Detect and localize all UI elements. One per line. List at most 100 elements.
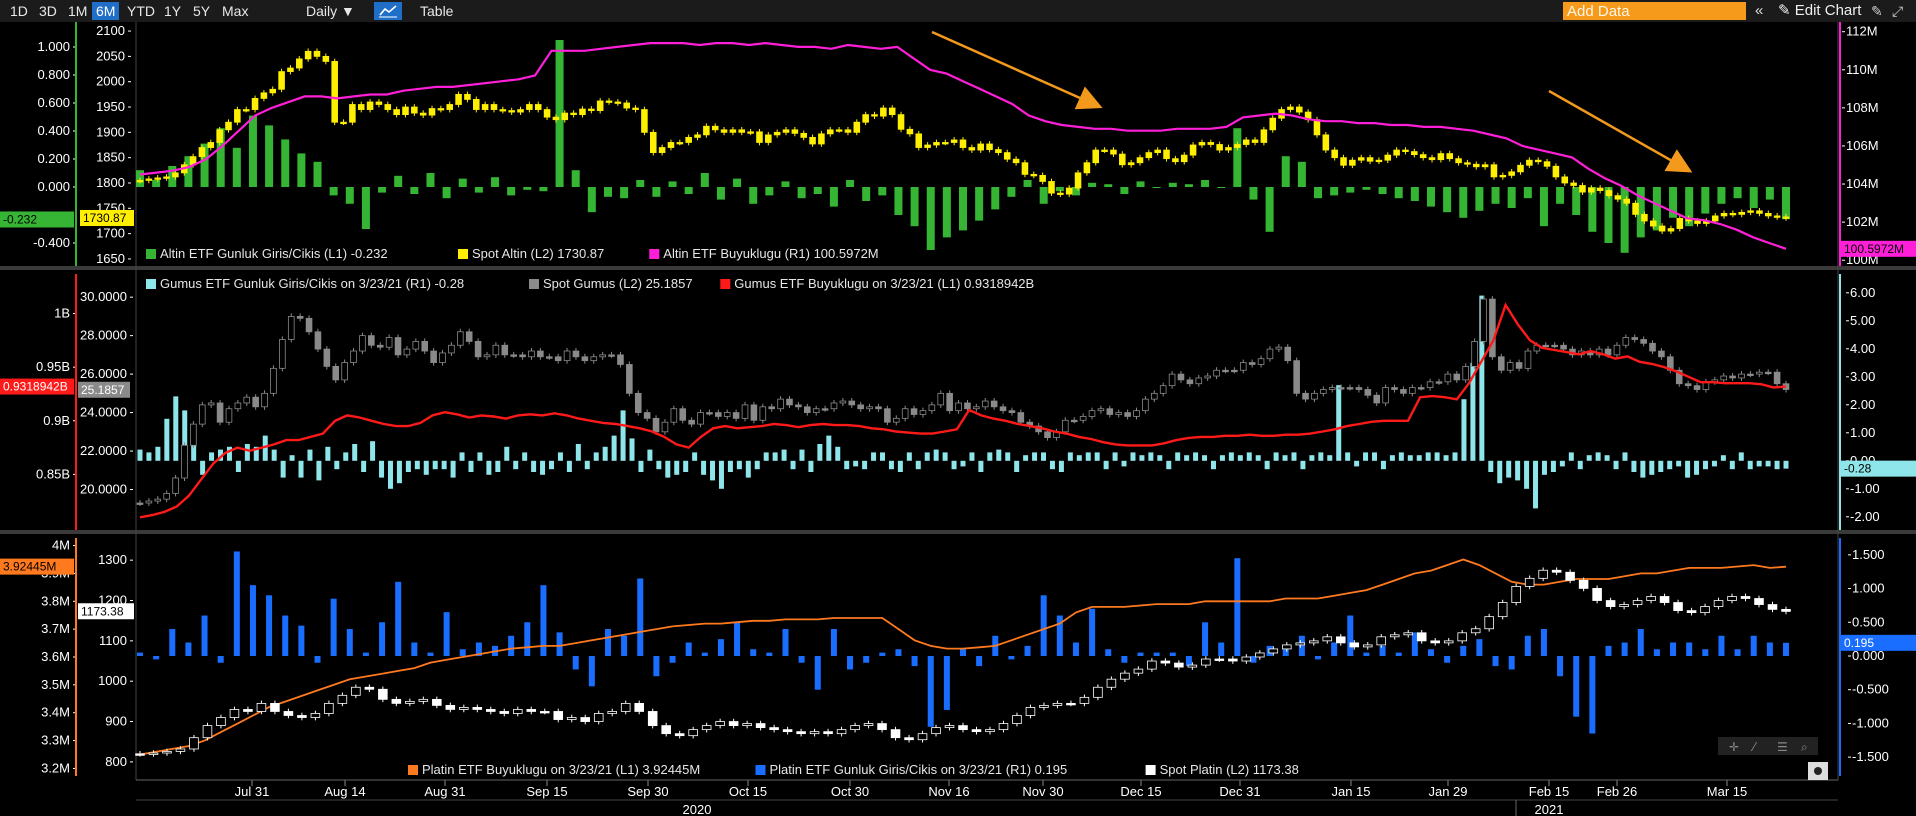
- silver-spot-candle: [1675, 369, 1683, 385]
- line-chart-icon[interactable]: [374, 2, 402, 20]
- settings-icon[interactable]: [1814, 767, 1822, 775]
- gold-flow-bar: [603, 187, 612, 197]
- gold-flow-tick: 0.600: [37, 95, 70, 110]
- gold-spot-candle: [747, 131, 754, 134]
- silver-flow-bar: [540, 460, 546, 475]
- silver-etf-tick: 0.9B: [43, 413, 70, 428]
- plat-spot-candle: [229, 709, 240, 718]
- plat-spot-candle: [1781, 608, 1791, 612]
- plat-flow-bar: [266, 595, 273, 656]
- silver-spot-candle: [421, 341, 429, 352]
- gold-flow-bar: [361, 187, 370, 229]
- silver-flow-bar: [826, 435, 832, 461]
- chart-tools[interactable]: ✛ ⁄ ☰ ⌕: [1718, 737, 1828, 780]
- gold-flow-bar: [1588, 187, 1597, 232]
- gold-spot-tick: 1650: [96, 251, 125, 266]
- gold-spot-candle: [1136, 157, 1144, 164]
- plat-flow-bar: [572, 655, 579, 670]
- silver-spot-candle: [768, 406, 775, 410]
- chart-area[interactable]: 1.000 0.800 0.600 0.400 0.200 0.000 -0.400 2100…: [0, 22, 1916, 816]
- plat-spot-candle: [715, 721, 725, 726]
- silver-flow-bar: [549, 460, 554, 470]
- silver-flow-bar: [1103, 460, 1109, 470]
- gold-flow-bar: [862, 187, 871, 201]
- range-button-5y[interactable]: 5Y: [193, 3, 211, 19]
- silver-flow-tick: 6.00: [1850, 285, 1875, 300]
- silver-spot-candle: [1506, 362, 1514, 371]
- silver-flow-bar: [1622, 452, 1628, 461]
- edit-chart-button[interactable]: ✎ Edit Chart: [1778, 2, 1862, 19]
- gold-flow-tick: -0.400: [33, 235, 70, 250]
- silver-spot-candle: [706, 412, 713, 415]
- range-button-1y[interactable]: 1Y: [164, 3, 182, 19]
- plat-flow-bar: [637, 578, 644, 656]
- table-button[interactable]: Table: [420, 3, 454, 19]
- silver-etf-tick: 0.85B: [36, 466, 70, 481]
- crosshair-icon[interactable]: ✛: [1729, 740, 1739, 754]
- draw-line-icon[interactable]: ⁄: [1750, 740, 1758, 754]
- interval-dropdown[interactable]: Daily ▼: [306, 3, 355, 19]
- plat-flow-bar: [1540, 629, 1547, 656]
- zoom-icon[interactable]: ⌕: [1801, 740, 1808, 754]
- plat-spot-tick: 900: [105, 714, 127, 729]
- gold-spot-candle: [1773, 215, 1781, 218]
- plat-legend-swatch: [408, 765, 418, 775]
- silver-flow-bar: [477, 452, 483, 461]
- gold-spot-candle: [694, 134, 701, 138]
- plat-spot-candle: [1538, 569, 1548, 579]
- range-button-3d[interactable]: 3D: [39, 3, 57, 19]
- range-button-ytd[interactable]: YTD: [127, 3, 155, 19]
- silver-spot-candle: [1631, 337, 1639, 340]
- gold-flow-bar: [1701, 187, 1710, 214]
- plat-spot-candle: [1646, 596, 1656, 601]
- gold-flow-bar: [394, 175, 403, 187]
- silver-spot-candle: [973, 406, 980, 410]
- silver-spot-candle: [163, 492, 170, 500]
- plat-flow-bar: [1573, 655, 1580, 717]
- plat-spot-candle: [1673, 602, 1683, 612]
- gold-spot-tick: 2000: [96, 74, 125, 89]
- silver-flow-bar: [1515, 460, 1521, 481]
- gold-flow-bar: [1055, 187, 1064, 192]
- range-button-1m[interactable]: 1M: [68, 3, 88, 19]
- plat-spot-candle: [1389, 634, 1400, 638]
- plat-flow-bar: [1605, 645, 1612, 656]
- gold-spot-candle: [225, 121, 232, 131]
- silver-flow-tick: 2.00: [1850, 397, 1875, 412]
- range-button-max[interactable]: Max: [222, 3, 249, 19]
- plat-flow-bar: [1783, 642, 1789, 656]
- silver-spot-candle: [1186, 379, 1194, 385]
- x-tick-label: Feb 26: [1597, 784, 1637, 799]
- gold-flow-bar: [1314, 187, 1323, 199]
- range-button-6m[interactable]: 6M: [92, 2, 120, 20]
- plat-spot-candle: [1174, 662, 1184, 668]
- plat-spot-candle: [459, 707, 469, 710]
- collapse-icon[interactable]: «: [1755, 2, 1764, 19]
- gold-spot-candle: [331, 61, 338, 123]
- range-button-1d[interactable]: 1D: [10, 3, 28, 19]
- gold-flow-bar: [1088, 182, 1097, 187]
- gold-spot-candle: [1331, 149, 1338, 159]
- plat-spot-candle: [1295, 642, 1306, 646]
- silver-flow-bar: [164, 418, 170, 461]
- gold-legend-swatch: [146, 249, 156, 259]
- plat-flow-bar: [1460, 645, 1467, 656]
- plat-spot-candle: [1524, 577, 1535, 587]
- silver-flow-bar: [1076, 455, 1082, 461]
- plat-flow-bar: [524, 622, 531, 656]
- plat-flow-tick: -1.000: [1852, 715, 1889, 730]
- silver-flow-bar: [1533, 460, 1539, 509]
- gold-spot-candle: [1649, 220, 1657, 227]
- plat-flow-bar: [943, 655, 950, 710]
- silver-spot-candle: [1044, 431, 1051, 438]
- gold-flow-bar: [1475, 187, 1484, 211]
- pencil-icon[interactable]: ✎: [1871, 3, 1883, 19]
- silver-flow-bar: [1604, 455, 1610, 461]
- silver-spot-candle: [1195, 377, 1203, 385]
- annotation-list-icon[interactable]: ☰: [1777, 740, 1788, 754]
- plat-flow-bar: [653, 655, 660, 677]
- expand-icon[interactable]: ⤢: [1892, 3, 1904, 19]
- add-data-input[interactable]: [1563, 2, 1746, 20]
- x-tick-label: Dec 31: [1219, 784, 1260, 799]
- plat-spot-candle: [917, 733, 928, 741]
